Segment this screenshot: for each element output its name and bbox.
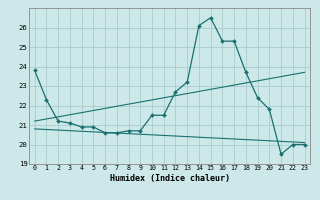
X-axis label: Humidex (Indice chaleur): Humidex (Indice chaleur) xyxy=(109,174,229,183)
